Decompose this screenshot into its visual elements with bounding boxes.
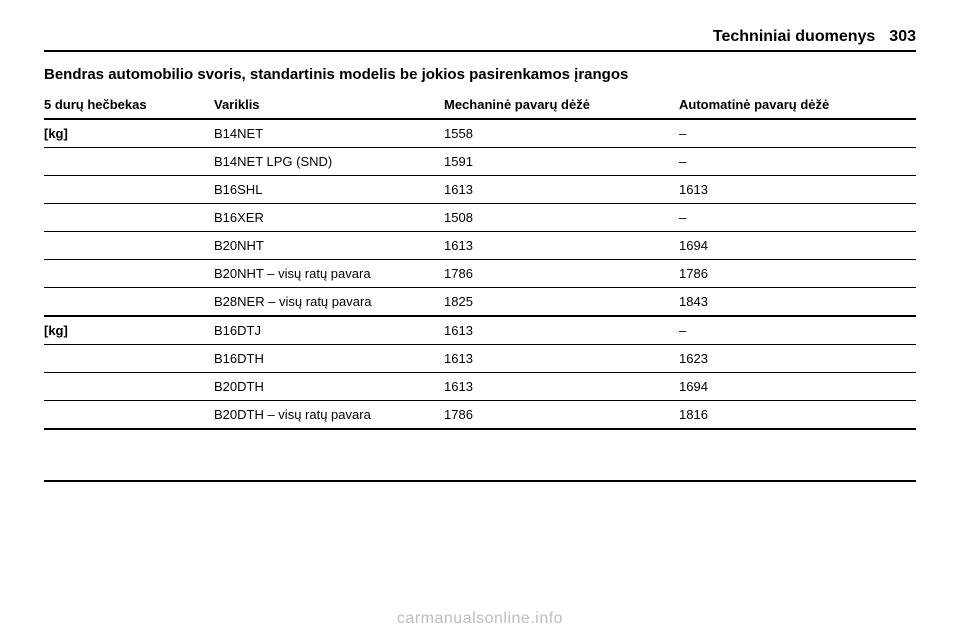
manual-cell: 1613 [444,373,679,401]
engine-cell: B20DTH – visų ratų pavara [214,401,444,430]
body-type-cell [44,288,214,317]
engine-cell: B16XER [214,204,444,232]
weight-table: 5 durų hečbekasVariklisMechaninė pavarų … [44,93,916,430]
auto-cell: 1843 [679,288,916,317]
table-row: B28NER – visų ratų pavara18251843 [44,288,916,317]
body-type-cell [44,176,214,204]
auto-cell: – [679,316,916,345]
engine-cell: B14NET LPG (SND) [214,148,444,176]
engine-cell: B20DTH [214,373,444,401]
table-row: B20NHT – visų ratų pavara17861786 [44,260,916,288]
column-header-body: 5 durų hečbekas [44,93,214,119]
header-title: Techniniai duomenys [713,28,875,46]
body-type-cell [44,260,214,288]
auto-cell: 1613 [679,176,916,204]
engine-cell: B14NET [214,119,444,148]
body-type-cell [44,401,214,430]
engine-cell: B16DTJ [214,316,444,345]
table-row: B20DTH – visų ratų pavara17861816 [44,401,916,430]
manual-cell: 1591 [444,148,679,176]
column-header-engine: Variklis [214,93,444,119]
engine-cell: B28NER – visų ratų pavara [214,288,444,317]
engine-cell: B16SHL [214,176,444,204]
auto-cell: – [679,119,916,148]
manual-cell: 1786 [444,401,679,430]
table-row: B20NHT16131694 [44,232,916,260]
manual-cell: 1613 [444,316,679,345]
watermark-text: carmanualsonline.info [0,610,960,628]
table-row: B16DTH16131623 [44,345,916,373]
table-row: [kg]B16DTJ1613– [44,316,916,345]
body-type-cell [44,373,214,401]
body-type-cell [44,148,214,176]
engine-cell: B20NHT [214,232,444,260]
engine-cell: B20NHT – visų ratų pavara [214,260,444,288]
page-header: Techniniai duomenys 303 [44,28,916,52]
column-header-manual: Mechaninė pavarų dėžė [444,93,679,119]
manual-cell: 1508 [444,204,679,232]
table-row: B16XER1508– [44,204,916,232]
manual-cell: 1825 [444,288,679,317]
auto-cell: – [679,204,916,232]
auto-cell: – [679,148,916,176]
manual-cell: 1613 [444,232,679,260]
body-type-cell: [kg] [44,316,214,345]
body-type-cell: [kg] [44,119,214,148]
page-footer-rule [44,480,916,482]
auto-cell: 1623 [679,345,916,373]
table-row: B14NET LPG (SND)1591– [44,148,916,176]
header-page-number: 303 [889,28,916,46]
manual-cell: 1558 [444,119,679,148]
auto-cell: 1816 [679,401,916,430]
table-row: B16SHL16131613 [44,176,916,204]
column-header-auto: Automatinė pavarų dėžė [679,93,916,119]
table-row: B20DTH16131694 [44,373,916,401]
table-row: [kg]B14NET1558– [44,119,916,148]
body-type-cell [44,345,214,373]
auto-cell: 1694 [679,232,916,260]
manual-cell: 1613 [444,176,679,204]
auto-cell: 1694 [679,373,916,401]
table-title: Bendras automobilio svoris, standartinis… [44,66,916,83]
page-container: Techniniai duomenys 303 Bendras automobi… [0,0,960,502]
body-type-cell [44,232,214,260]
manual-cell: 1613 [444,345,679,373]
body-type-cell [44,204,214,232]
manual-cell: 1786 [444,260,679,288]
auto-cell: 1786 [679,260,916,288]
table-header-row: 5 durų hečbekasVariklisMechaninė pavarų … [44,93,916,119]
engine-cell: B16DTH [214,345,444,373]
